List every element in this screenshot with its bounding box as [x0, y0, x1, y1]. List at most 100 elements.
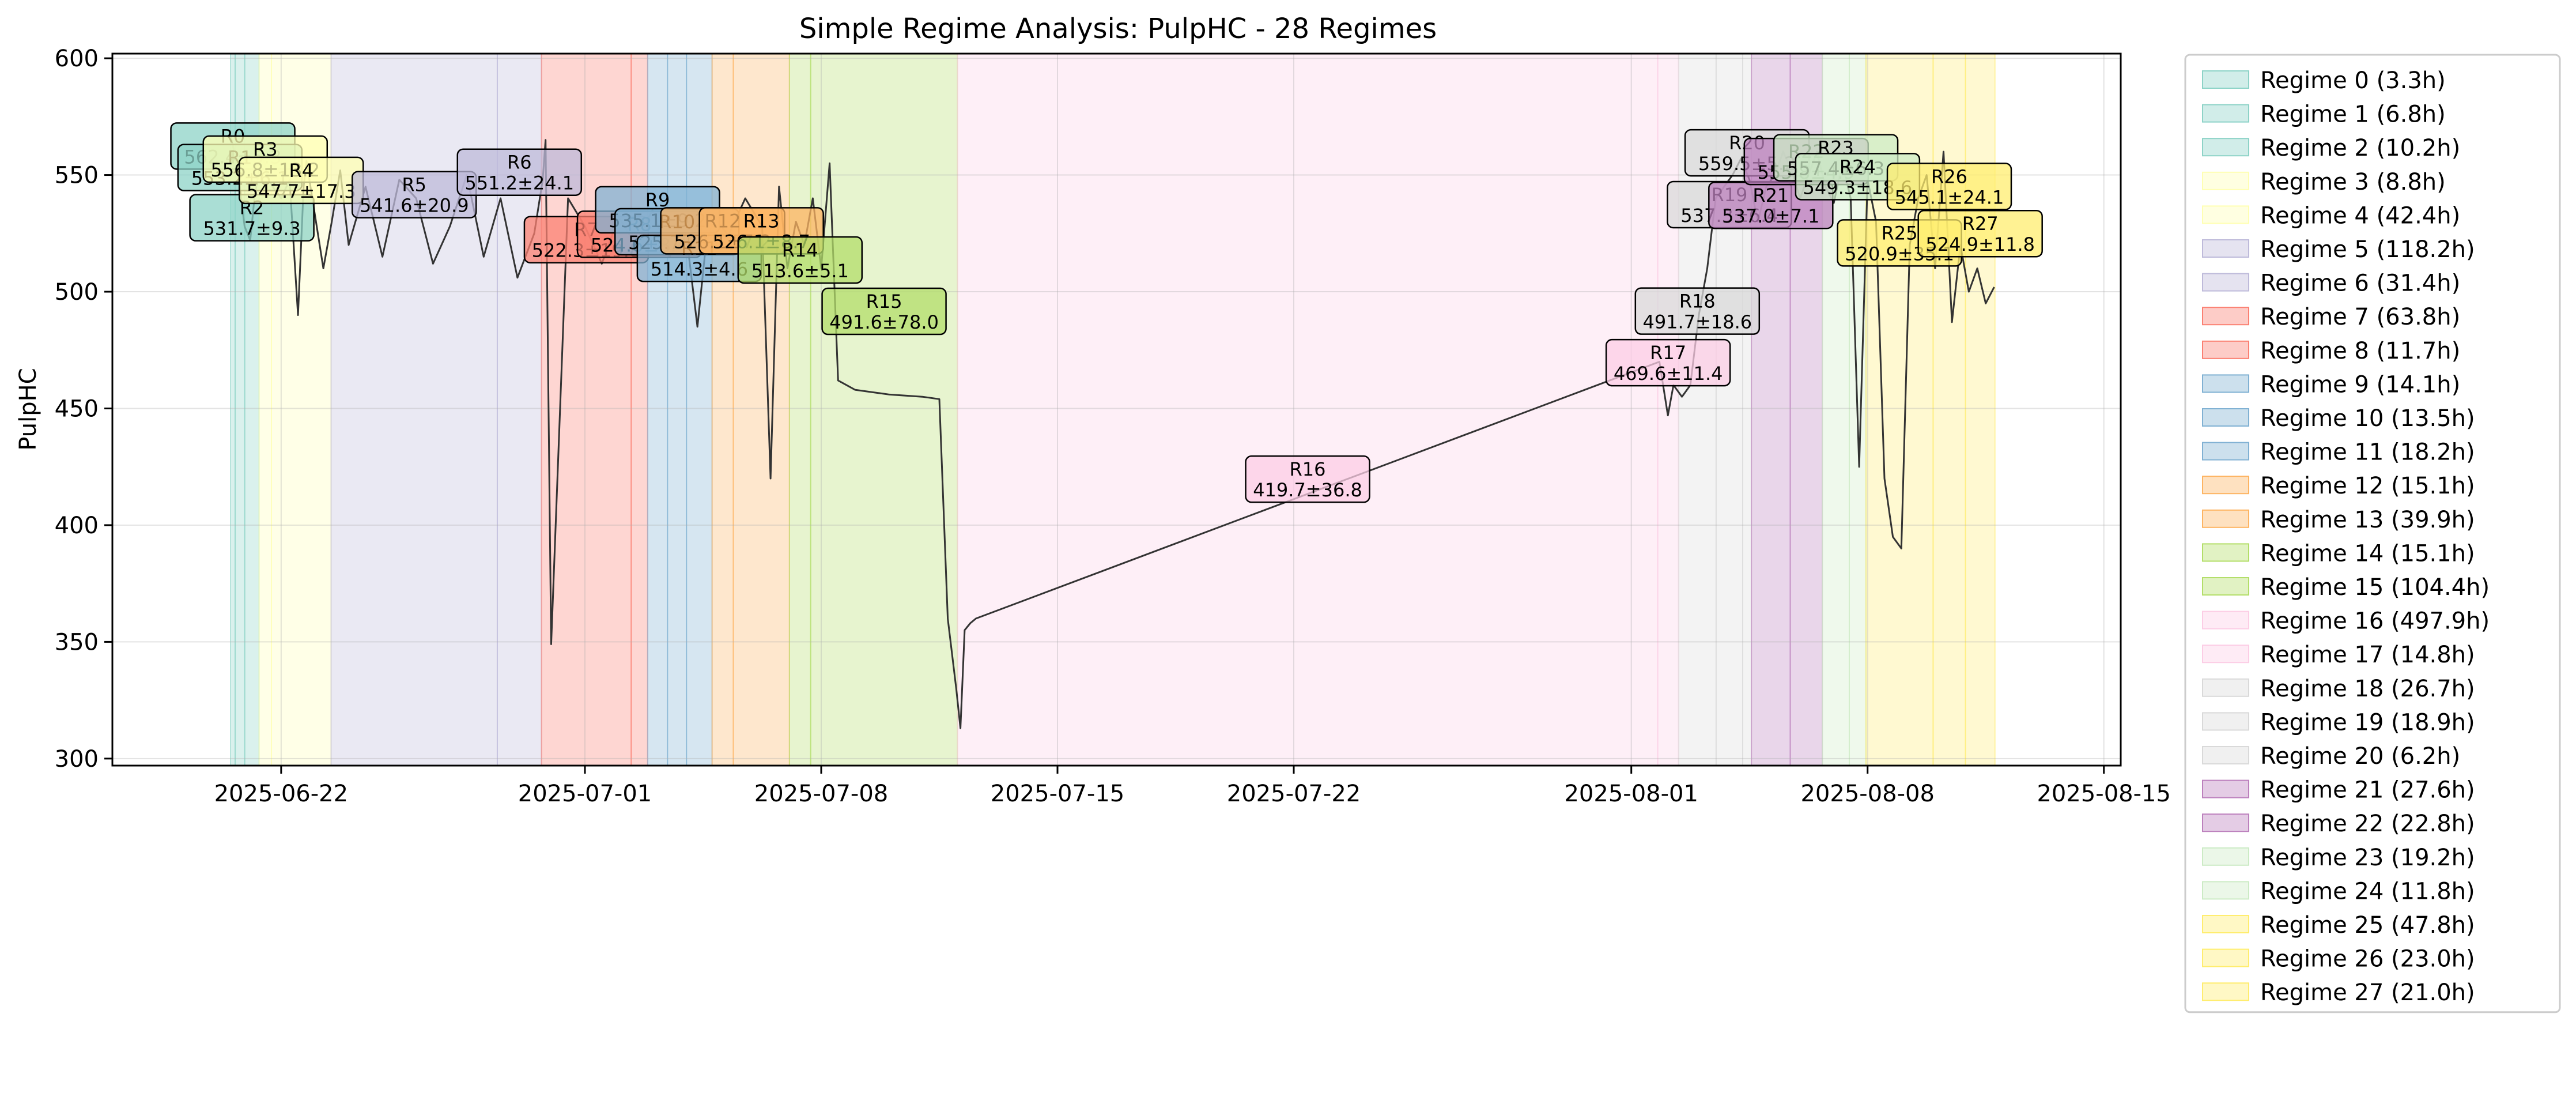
legend-item-1: Regime 1 (6.8h): [2202, 101, 2446, 128]
y-axis: 300 350 400 450 500 550 600: [55, 46, 112, 773]
legend-item-7: Regime 7 (63.8h): [2202, 304, 2460, 330]
regime-label-stats-16: 419.7±36.8: [1253, 479, 1362, 501]
regime-label-box-26: [1886, 163, 2012, 210]
y-tick-label-4: 500: [55, 279, 99, 306]
x-tick-label-6: 2025-08-08: [1800, 781, 1934, 807]
legend-label-15: Regime 15 (104.4h): [2260, 574, 2490, 601]
x-tick-label-3: 2025-07-15: [991, 781, 1124, 807]
regime-label-stats-17: 469.6±11.4: [1614, 363, 1723, 385]
legend-swatch-11: [2202, 442, 2249, 461]
legend-label-14: Regime 14 (15.1h): [2260, 540, 2475, 567]
y-tick-label-1: 350: [55, 629, 99, 655]
legend-label-27: Regime 27 (21.0h): [2260, 979, 2475, 1006]
legend-swatch-5: [2202, 239, 2249, 258]
regime-label-name-5: R5: [402, 174, 426, 196]
y-tick-label-3: 450: [55, 395, 99, 422]
legend-swatch-17: [2202, 645, 2249, 664]
legend-item-20: Regime 20 (6.2h): [2202, 743, 2460, 770]
regime-label-name-4: R4: [289, 160, 313, 182]
legend-swatch-6: [2202, 273, 2249, 292]
regime-label-name-26: R26: [1931, 165, 1967, 187]
legend-item-25: Regime 25 (47.8h): [2202, 912, 2475, 939]
regime-band-13: [732, 53, 790, 766]
legend-label-6: Regime 6 (31.4h): [2260, 270, 2460, 297]
legend-swatch-24: [2202, 881, 2249, 900]
legend-label-2: Regime 2 (10.2h): [2260, 135, 2460, 161]
plot-frame: [111, 52, 2122, 767]
legend-label-7: Regime 7 (63.8h): [2260, 304, 2460, 330]
legend-swatch-27: [2202, 982, 2249, 1001]
legend-item-24: Regime 24 (11.8h): [2202, 878, 2475, 905]
legend-label-3: Regime 3 (8.8h): [2260, 169, 2446, 195]
regime-label-box-18: [1634, 287, 1761, 335]
regime-label-stats-26: 545.1±24.1: [1895, 186, 2004, 208]
regime-label-name-16: R16: [1290, 458, 1326, 480]
legend-item-9: Regime 9 (14.1h): [2202, 371, 2460, 398]
legend-label-8: Regime 8 (11.7h): [2260, 338, 2460, 364]
regime-label-box-27: [1917, 209, 2043, 258]
legend-label-13: Regime 13 (39.9h): [2260, 507, 2475, 533]
regime-band-15: [810, 53, 958, 766]
regime-label-box-14: [737, 236, 863, 284]
regime-label-box-17: [1605, 338, 1731, 387]
legend-label-0: Regime 0 (3.3h): [2260, 67, 2446, 94]
legend-label-5: Regime 5 (118.2h): [2260, 236, 2475, 263]
legend-label-21: Regime 21 (27.6h): [2260, 777, 2475, 804]
legend-swatch-10: [2202, 408, 2249, 427]
legend-label-4: Regime 4 (42.4h): [2260, 202, 2460, 229]
regime-label-name-17: R17: [1650, 342, 1686, 364]
regime-band-27: [1965, 53, 1996, 766]
regime-label-stats-11: 514.3±4.6: [651, 258, 748, 280]
legend-item-15: Regime 15 (104.4h): [2202, 574, 2490, 601]
regime-label-stats-6: 551.2±24.1: [464, 172, 574, 194]
legend-label-9: Regime 9 (14.1h): [2260, 371, 2460, 398]
regime-label-stats-4: 547.7±17.3: [247, 180, 356, 202]
legend-item-17: Regime 17 (14.8h): [2202, 642, 2475, 668]
legend-item-6: Regime 6 (31.4h): [2202, 270, 2460, 297]
legend-item-16: Regime 16 (497.9h): [2202, 608, 2490, 635]
legend-swatch-21: [2202, 779, 2249, 798]
regime-band-9: [647, 53, 668, 766]
legend-item-3: Regime 3 (8.8h): [2202, 169, 2446, 195]
x-tick-label-0: 2025-06-22: [214, 781, 348, 807]
legend-label-11: Regime 11 (18.2h): [2260, 439, 2475, 466]
legend-item-19: Regime 19 (18.9h): [2202, 709, 2475, 736]
legend: Regime 0 (3.3h) Regime 1 (6.8h) Regime 2 (…: [2184, 54, 2561, 1013]
legend-swatch-3: [2202, 171, 2249, 190]
regime-label-stats-18: 491.7±18.6: [1642, 311, 1752, 333]
legend-swatch-18: [2202, 678, 2249, 697]
regime-band-12: [711, 53, 734, 766]
legend-swatch-22: [2202, 813, 2249, 832]
legend-item-12: Regime 12 (15.1h): [2202, 473, 2475, 499]
regime-label-name-24: R24: [1840, 156, 1876, 178]
legend-item-13: Regime 13 (39.9h): [2202, 507, 2475, 533]
regime-label-name-14: R14: [782, 239, 818, 261]
regime-band-26: [1932, 53, 1966, 766]
legend-item-26: Regime 26 (23.0h): [2202, 946, 2475, 973]
regime-label-name-21: R21: [1752, 184, 1789, 206]
legend-label-12: Regime 12 (15.1h): [2260, 473, 2475, 499]
legend-swatch-25: [2202, 915, 2249, 933]
regime-label-name-13: R13: [743, 210, 780, 232]
regime-label-stats-14: 513.6±5.1: [751, 260, 849, 282]
legend-swatch-13: [2202, 509, 2249, 528]
regime-label-stats-2: 531.7±9.3: [203, 218, 300, 240]
regime-label-box-16: [1245, 455, 1370, 503]
regime-label-name-6: R6: [507, 152, 532, 174]
legend-swatch-12: [2202, 476, 2249, 495]
legend-label-18: Regime 18 (26.7h): [2260, 676, 2475, 702]
legend-swatch-16: [2202, 611, 2249, 630]
legend-label-22: Regime 22 (22.8h): [2260, 811, 2475, 837]
y-tick-label-5: 550: [55, 163, 99, 189]
x-tick-label-1: 2025-07-01: [518, 781, 652, 807]
